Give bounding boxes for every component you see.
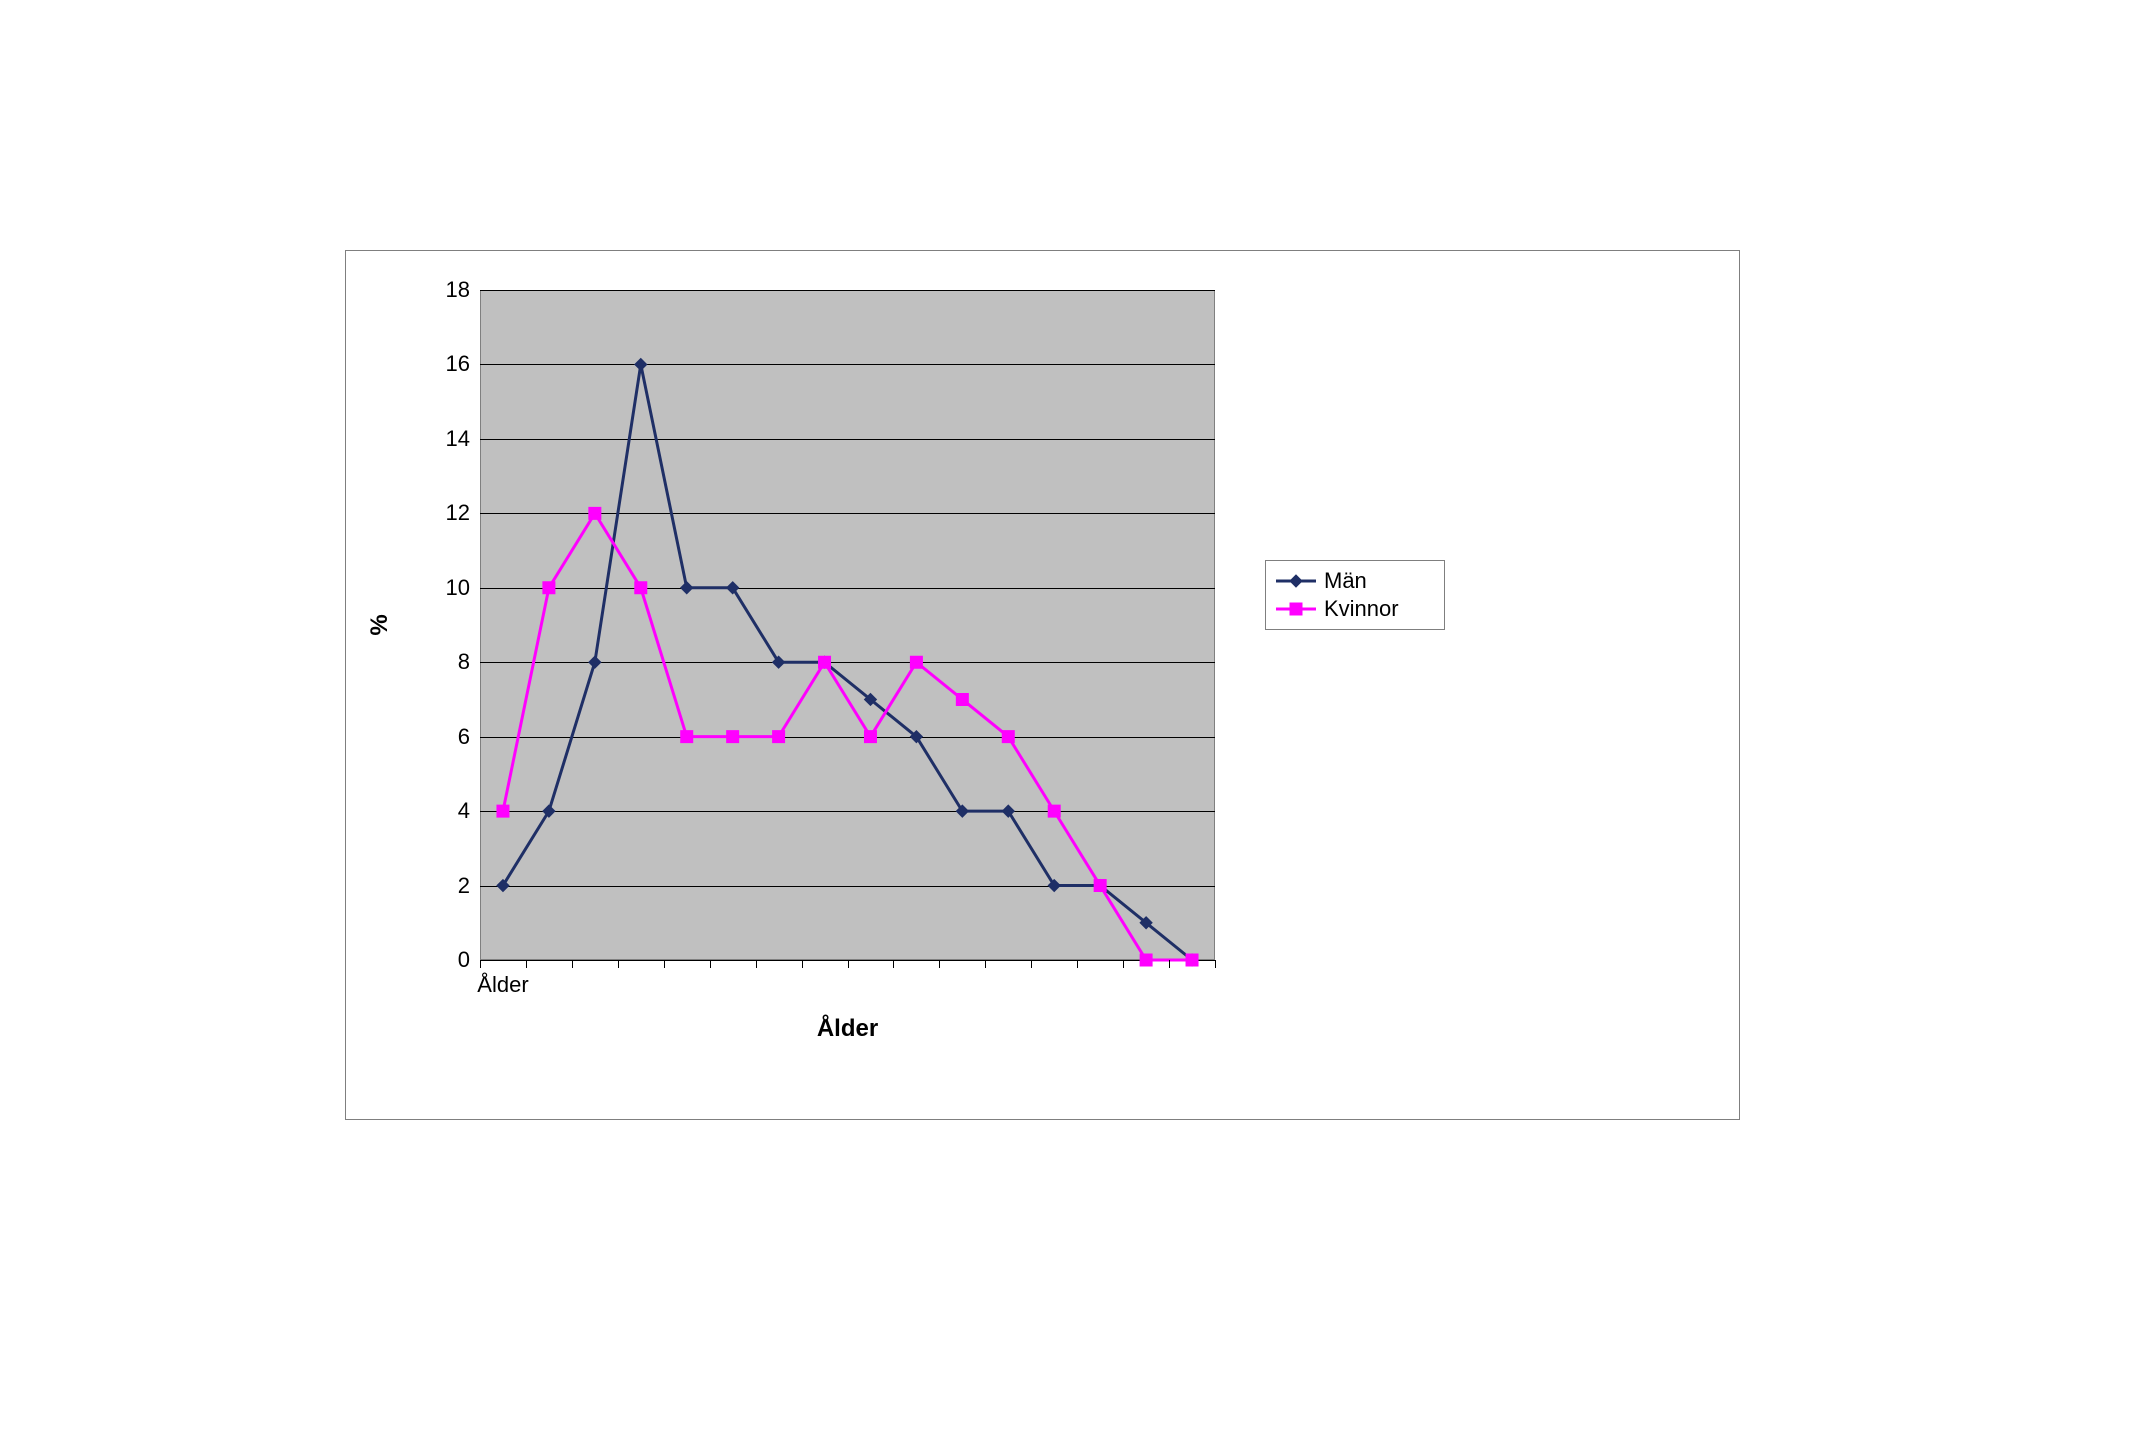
y-tick-label: 4 (420, 798, 470, 824)
series-marker (681, 582, 693, 594)
series-marker (956, 693, 968, 705)
legend-label: Kvinnor (1324, 596, 1399, 622)
x-tick (710, 960, 711, 968)
series-marker (635, 582, 647, 594)
x-tick (985, 960, 986, 968)
x-tick (618, 960, 619, 968)
x-tick (664, 960, 665, 968)
x-tick (756, 960, 757, 968)
x-tick (848, 960, 849, 968)
y-tick-label: 12 (420, 500, 470, 526)
y-tick-label: 16 (420, 351, 470, 377)
series-marker (1186, 954, 1198, 966)
legend-swatch (1276, 601, 1316, 617)
legend-swatch (1276, 573, 1316, 589)
x-tick (480, 960, 481, 968)
series-layer (480, 290, 1215, 960)
series-marker (819, 656, 831, 668)
legend-item: Kvinnor (1276, 595, 1434, 623)
series-marker (864, 731, 876, 743)
series-marker (910, 656, 922, 668)
legend-item: Män (1276, 567, 1434, 595)
x-tick (1215, 960, 1216, 968)
legend-label: Män (1324, 568, 1367, 594)
y-tick-label: 6 (420, 724, 470, 750)
series-marker (543, 582, 555, 594)
y-axis-title: % (366, 614, 394, 635)
y-tick-label: 14 (420, 426, 470, 452)
x-tick (802, 960, 803, 968)
x-tick (939, 960, 940, 968)
series-marker (497, 805, 509, 817)
x-axis-title: Ålder (817, 1015, 878, 1043)
y-tick-label: 18 (420, 277, 470, 303)
y-tick-label: 2 (420, 873, 470, 899)
series-marker (773, 731, 785, 743)
series-marker (1094, 880, 1106, 892)
x-tick-label: Ålder (477, 972, 528, 998)
x-tick (1077, 960, 1078, 968)
series-marker (1048, 805, 1060, 817)
y-tick-label: 10 (420, 575, 470, 601)
series-marker (589, 656, 601, 668)
y-tick-label: 8 (420, 649, 470, 675)
series-line (503, 364, 1192, 960)
legend: MänKvinnor (1265, 560, 1445, 630)
series-marker (1002, 731, 1014, 743)
x-tick (526, 960, 527, 968)
x-tick (1031, 960, 1032, 968)
series-marker (589, 507, 601, 519)
x-tick (572, 960, 573, 968)
y-tick-label: 0 (420, 947, 470, 973)
x-tick (893, 960, 894, 968)
plot-area (480, 290, 1215, 960)
x-tick (1169, 960, 1170, 968)
series-marker (727, 731, 739, 743)
series-marker (1140, 954, 1152, 966)
x-tick (1123, 960, 1124, 968)
series-marker (681, 731, 693, 743)
series-marker (635, 358, 647, 370)
